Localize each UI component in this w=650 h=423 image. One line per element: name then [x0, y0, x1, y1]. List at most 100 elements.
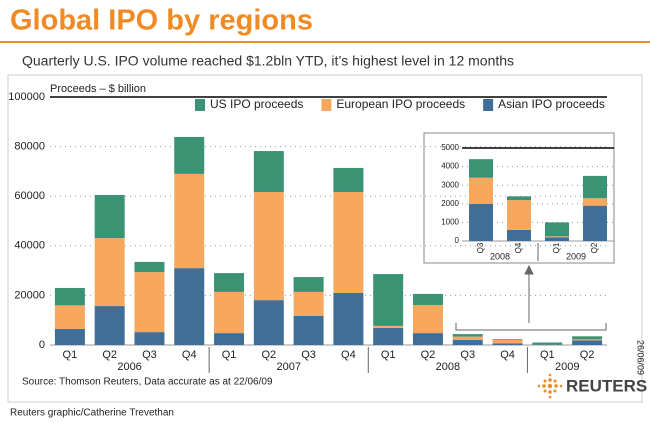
- bar-segment: [174, 268, 205, 345]
- y-tick-label: 20000: [14, 289, 45, 301]
- x-tick-label: Q4: [182, 349, 197, 361]
- bar-segment: [583, 175, 607, 199]
- bar-segment: [373, 327, 404, 345]
- bar-segment: [507, 229, 531, 241]
- bar-segment: [54, 287, 85, 306]
- y-tick-label: 1000: [441, 218, 459, 227]
- logo: REUTERS: [566, 376, 647, 395]
- bar-segment: [572, 340, 603, 345]
- bar-segment: [545, 236, 569, 238]
- bar-segment: [452, 336, 483, 341]
- bar-segment: [333, 191, 364, 293]
- logo-mark: [537, 373, 563, 399]
- bar-segment: [333, 292, 364, 345]
- bar-segment: [373, 325, 404, 328]
- bar-segment: [583, 205, 607, 241]
- bar-segment: [174, 173, 205, 269]
- bar-segment: [572, 339, 603, 341]
- x-tick-label: Q2: [580, 349, 595, 361]
- y-tick-label: 0: [455, 236, 460, 245]
- x-tick-label: Q1: [63, 349, 78, 361]
- y-tick-label: 3000: [441, 180, 459, 189]
- bar-segment: [583, 198, 607, 206]
- x-tick-label: Q4: [500, 349, 515, 361]
- y-tick-label: 0: [39, 339, 45, 351]
- bar-segment: [507, 196, 531, 201]
- bar-segment: [253, 151, 284, 192]
- y-tick-label: 80000: [14, 141, 45, 153]
- bar-segment: [253, 300, 284, 345]
- bar-segment: [412, 333, 443, 345]
- legend-swatch: [195, 99, 205, 111]
- bar-segment: [174, 136, 205, 174]
- chart-subtitle: Quarterly U.S. IPO volume reached $1.2bl…: [22, 53, 514, 69]
- legend-swatch: [321, 99, 332, 111]
- bar-segment: [293, 277, 324, 292]
- x-tick-label: Q2: [590, 242, 599, 253]
- y-axis-label: Proceeds – $ billion: [50, 83, 146, 95]
- bar-segment: [492, 343, 523, 345]
- group-label: 2009: [566, 251, 586, 261]
- group-label: 2009: [555, 361, 579, 373]
- bar-segment: [293, 291, 324, 316]
- group-label: 2007: [276, 361, 300, 373]
- bar-segment: [412, 305, 443, 334]
- bar-segment: [452, 334, 483, 337]
- bar-segment: [412, 293, 443, 306]
- legend-swatch: [483, 99, 494, 111]
- x-tick-label: Q3: [460, 349, 475, 361]
- y-tick-label: 5000: [441, 143, 459, 152]
- y-tick-label: 100000: [8, 91, 45, 103]
- x-tick-label: Q4: [514, 242, 523, 253]
- inset-arrow: [524, 264, 534, 323]
- bar-segment: [452, 340, 483, 345]
- y-tick-label: 60000: [14, 190, 45, 202]
- group-label: 2008: [490, 251, 510, 261]
- y-tick-label: 4000: [441, 162, 459, 171]
- x-tick-label: Q3: [476, 242, 485, 253]
- y-tick-label: 2000: [441, 199, 459, 208]
- bar-segment: [572, 336, 603, 340]
- bar-segment: [134, 272, 165, 333]
- bar-segment: [469, 203, 493, 241]
- chart-title: Global IPO by regions: [10, 5, 313, 37]
- bar-segment: [54, 305, 85, 329]
- bar-segment: [214, 291, 245, 334]
- chart-frame: [7, 74, 643, 403]
- bar-segment: [469, 177, 493, 204]
- bar-segment: [134, 261, 165, 273]
- group-label: 2006: [117, 361, 141, 373]
- credit: Reuters graphic/Catherine Trevethan: [10, 408, 174, 419]
- x-tick-label: Q3: [301, 349, 316, 361]
- x-tick-label: Q2: [261, 349, 276, 361]
- bar-segment: [545, 237, 569, 241]
- legend-label: US IPO proceeds: [210, 97, 303, 111]
- y-tick-label: 40000: [14, 240, 45, 252]
- bar-segment: [214, 273, 245, 292]
- x-tick-label: Q2: [421, 349, 436, 361]
- x-tick-label: Q1: [222, 349, 237, 361]
- x-tick-label: Q1: [552, 242, 561, 253]
- bar-segment: [373, 274, 404, 326]
- bar-segment: [333, 167, 364, 192]
- x-tick-label: Q3: [142, 349, 157, 361]
- bar-segment: [253, 191, 284, 301]
- x-tick-label: Q1: [381, 349, 396, 361]
- bar-segment: [214, 333, 245, 345]
- bar-segment: [94, 238, 125, 307]
- date: 26/06/09: [636, 340, 646, 375]
- bar-segment: [54, 328, 85, 345]
- inset-bracket: [455, 323, 607, 331]
- x-tick-label: Q4: [341, 349, 356, 361]
- bar-segment: [507, 200, 531, 230]
- bar-segment: [293, 315, 324, 345]
- x-tick-label: Q2: [102, 349, 117, 361]
- bar-segment: [94, 194, 125, 239]
- group-label: 2008: [436, 361, 460, 373]
- bar-segment: [532, 342, 563, 345]
- bar-segment: [545, 222, 569, 237]
- bar-segment: [94, 306, 125, 345]
- x-tick-label: Q1: [540, 349, 555, 361]
- legend-label: Asian IPO proceeds: [498, 97, 605, 111]
